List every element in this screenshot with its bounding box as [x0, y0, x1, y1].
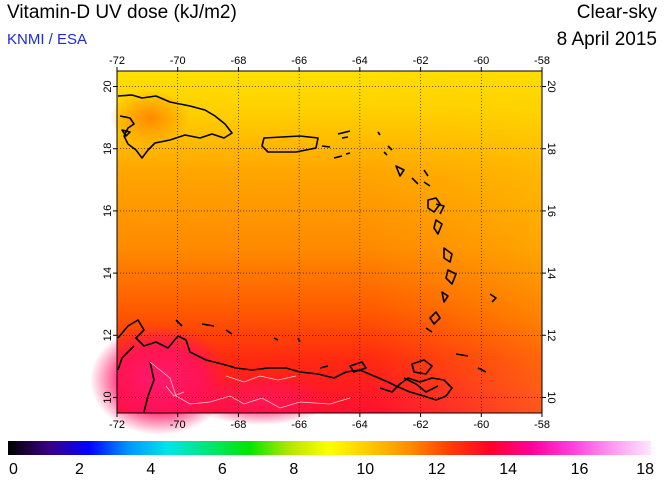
lon-label-bottom: -70 — [170, 419, 186, 431]
lon-label-top: -64 — [352, 55, 368, 67]
lat-label-left: 12 — [102, 329, 114, 341]
colorbar-tick-label: 2 — [75, 461, 84, 478]
lon-label-top: -60 — [473, 55, 489, 67]
colorbar-tick-label: 10 — [356, 461, 374, 478]
gridlines — [117, 71, 542, 413]
colorbar-tick-label: 14 — [499, 461, 517, 478]
coastlines — [117, 94, 497, 413]
colorbar-tick-label: 12 — [428, 461, 446, 478]
lon-label-bottom: -58 — [534, 419, 550, 431]
lon-label-top: -70 — [170, 55, 186, 67]
lon-label-top: -66 — [291, 55, 307, 67]
venezuela-coast — [117, 319, 453, 401]
lat-label-left: 16 — [102, 205, 114, 217]
lon-label-bottom: -66 — [291, 419, 307, 431]
lon-label-bottom: -60 — [473, 419, 489, 431]
lon-label-bottom: -64 — [352, 419, 368, 431]
colorbar-tick-label: 8 — [289, 461, 298, 478]
colorbar — [8, 441, 651, 455]
lat-label-right: 14 — [545, 267, 557, 279]
colorbar-tick-label: 16 — [571, 461, 589, 478]
credit-label: KNMI / ESA — [7, 31, 88, 48]
map-title: Vitamin-D UV dose (kJ/m2) — [7, 2, 237, 23]
lon-label-bottom: -62 — [413, 419, 429, 431]
lat-label-left: 14 — [102, 267, 114, 279]
date-label: 8 April 2015 — [556, 29, 657, 50]
sky-condition-label: Clear-sky — [576, 2, 657, 23]
colorbar-tick-label: 6 — [218, 461, 227, 478]
puerto-rico-coast — [261, 135, 319, 153]
lat-label-left: 18 — [102, 143, 114, 155]
lat-label-right: 12 — [545, 329, 557, 341]
colorbar-tick-label: 18 — [636, 461, 654, 478]
lon-label-top: -62 — [413, 55, 429, 67]
colorbar-tick-label: 4 — [146, 461, 155, 478]
hispaniola-coast — [117, 94, 233, 159]
lon-label-top: -68 — [230, 55, 246, 67]
martinique-coast — [443, 247, 453, 263]
lat-label-right: 16 — [545, 205, 557, 217]
lat-label-left: 20 — [102, 80, 114, 92]
lat-label-right: 10 — [545, 391, 557, 403]
lat-label-right: 20 — [545, 80, 557, 92]
colorbar-tick-label: 0 — [9, 461, 18, 478]
country-borders — [149, 361, 351, 409]
lon-label-top: -58 — [534, 55, 550, 67]
lat-label-right: 18 — [545, 143, 557, 155]
map-field — [90, 71, 542, 435]
lon-label-bottom: -72 — [109, 419, 125, 431]
axis-labels: -72 -72 -70 -70 -68 -68 -66 -66 -64 -64 -62 -62 -60 -… — [102, 55, 557, 431]
map-frame — [116, 70, 543, 414]
lat-label-left: 10 — [102, 391, 114, 403]
trinidad-coast — [411, 359, 433, 375]
lon-label-bottom: -68 — [230, 419, 246, 431]
colorbar-labels: 0 2 4 6 8 10 12 14 16 18 — [9, 461, 654, 478]
guadeloupe-coast — [427, 197, 445, 215]
lon-label-top: -72 — [109, 55, 125, 67]
